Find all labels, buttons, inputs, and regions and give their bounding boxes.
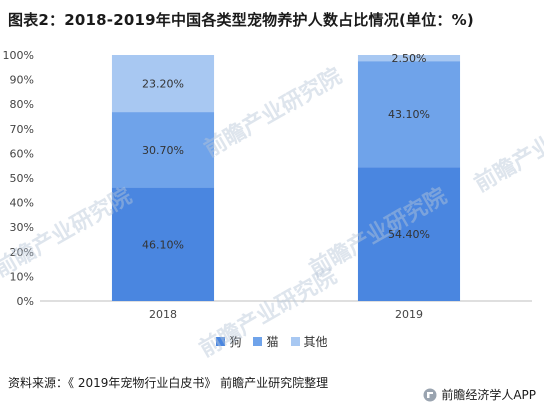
stacked-bar-chart: 0%10%20%30%40%50%60%70%80%90%100% 2018 20… xyxy=(3,49,532,321)
y-tick-label: 20% xyxy=(10,246,34,259)
y-axis: 0% 10% 20% 30% 40% 50% 60% 70% 80% 90% 100% xyxy=(3,49,34,308)
y-tick-label: 80% xyxy=(10,98,34,111)
chart-title: 图表2：2018-2019年中国各类型宠物养护人数占比情况(单位：%) xyxy=(8,11,474,29)
bar-segment-cat-2018 xyxy=(111,112,215,188)
y-tick-label: 100% xyxy=(3,49,34,62)
legend-item-cat: 猫 xyxy=(253,333,279,350)
brand: 前瞻经济学人APP xyxy=(423,386,536,403)
data-label: 23.20% xyxy=(142,78,184,91)
data-label: 30.70% xyxy=(142,144,184,157)
data-label: 54.40% xyxy=(388,228,430,241)
bar-segment-cat-2019 xyxy=(357,61,461,168)
legend-label-dog: 狗 xyxy=(229,335,242,349)
legend-item-dog: 狗 xyxy=(216,333,241,350)
data-label: 46.10% xyxy=(142,238,184,251)
y-tick-label: 70% xyxy=(10,123,34,136)
brand-logo-icon xyxy=(423,388,437,401)
y-tick-label: 50% xyxy=(10,172,34,185)
bar-segment-other-2018 xyxy=(111,55,215,113)
y-tick-label: 0% xyxy=(17,295,34,308)
legend-swatch-cat xyxy=(253,337,263,346)
brand-name: 前瞻经济学人APP xyxy=(441,388,536,402)
x-axis: 2018 2019 xyxy=(40,300,532,321)
legend-swatch-dog xyxy=(216,337,226,346)
data-labels: 46.10% 30.70% 23.20% 54.40% 43.10% 2.50% xyxy=(142,52,430,251)
y-tick-label: 60% xyxy=(10,147,34,160)
legend-label-other: 其他 xyxy=(303,335,328,349)
y-tick-label: 40% xyxy=(10,197,34,210)
legend: 狗 猫 其他 xyxy=(0,333,544,350)
source-note: 资料来源：《 2019年宠物行业白皮书》 前瞻产业研究院整理 xyxy=(8,376,329,390)
legend-swatch-other xyxy=(290,337,300,346)
bar-segment-other-2019 xyxy=(357,55,461,62)
data-label: 43.10% xyxy=(388,108,430,121)
bars xyxy=(111,55,461,301)
bar-segment-dog-2018 xyxy=(111,187,215,301)
y-tick-label: 90% xyxy=(10,74,34,87)
x-tick-label: 2019 xyxy=(395,308,423,321)
x-tick-label: 2018 xyxy=(149,308,177,321)
legend-label-cat: 猫 xyxy=(266,335,279,349)
y-tick-label: 10% xyxy=(10,270,34,283)
y-tick-label: 30% xyxy=(10,221,34,234)
legend-item-other: 其他 xyxy=(290,333,328,350)
data-label: 2.50% xyxy=(392,52,427,65)
bar-segment-dog-2019 xyxy=(357,167,461,301)
